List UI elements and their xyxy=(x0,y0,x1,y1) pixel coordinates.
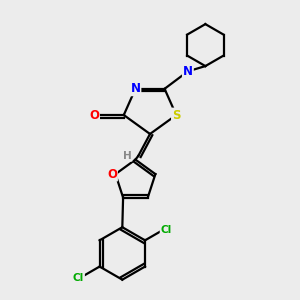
Text: O: O xyxy=(107,168,117,181)
Text: Cl: Cl xyxy=(160,225,172,235)
Text: N: N xyxy=(183,65,193,78)
Text: O: O xyxy=(89,109,99,122)
Text: N: N xyxy=(130,82,140,95)
Text: S: S xyxy=(172,109,181,122)
Text: H: H xyxy=(123,151,132,161)
Text: Cl: Cl xyxy=(73,273,84,283)
